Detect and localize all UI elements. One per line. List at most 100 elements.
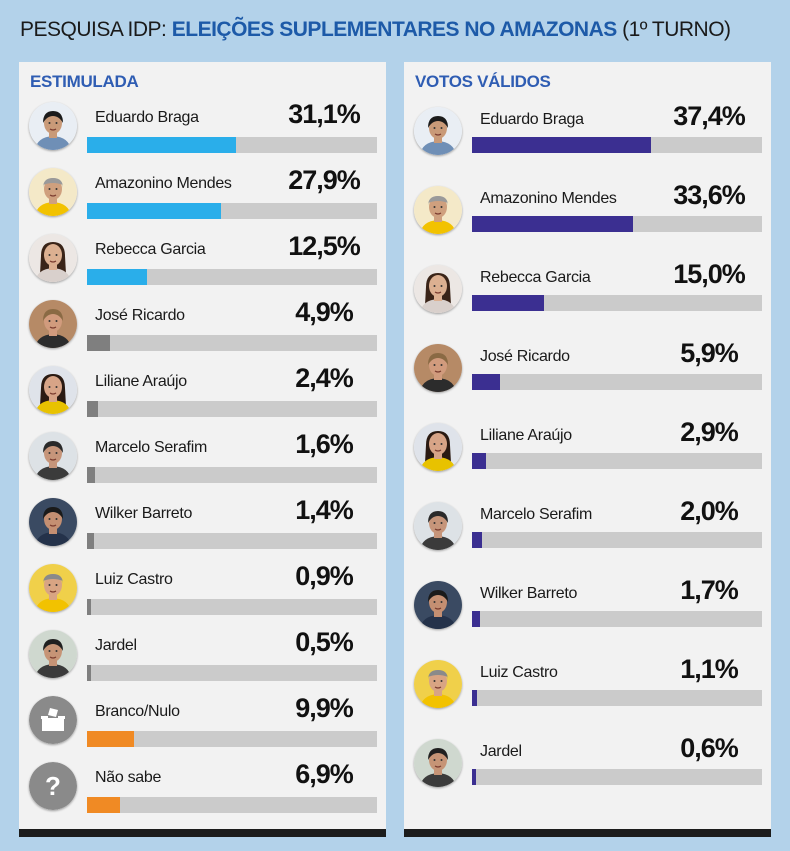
candidate-avatar-icon — [414, 265, 462, 313]
data-label: 1,7% — [680, 575, 739, 605]
bar — [87, 665, 91, 681]
bar — [472, 137, 651, 153]
data-label: 27,9% — [288, 165, 361, 195]
svg-text:?: ? — [45, 771, 61, 801]
bar-track — [87, 269, 377, 285]
bar — [472, 453, 486, 469]
candidate-name: Liliane Araújo — [480, 427, 572, 444]
bar — [87, 467, 95, 483]
title-prefix: PESQUISA IDP: — [20, 18, 172, 41]
candidate-avatar-icon — [29, 102, 77, 150]
bar-track — [87, 137, 377, 153]
bar-track — [472, 611, 762, 627]
candidate-avatar-icon — [29, 234, 77, 282]
bar — [87, 401, 99, 417]
candidate-name: Não sabe — [95, 769, 162, 786]
bar-track — [87, 335, 377, 351]
candidate-name: Liliane Araújo — [95, 373, 187, 390]
candidate-avatar-icon — [414, 581, 462, 629]
bar — [472, 374, 501, 390]
bar — [87, 137, 236, 153]
data-label: 2,0% — [680, 496, 739, 526]
candidate-avatar-icon — [29, 564, 77, 612]
title-suffix: (1º TURNO) — [616, 18, 731, 41]
data-label: 5,9% — [680, 338, 739, 368]
candidate-name: Luiz Castro — [95, 571, 173, 588]
data-label: 2,9% — [680, 417, 739, 447]
candidate-avatar-icon — [414, 186, 462, 234]
candidate-avatar-icon — [29, 168, 77, 216]
data-label: 9,9% — [295, 693, 354, 723]
data-label: 2,4% — [295, 363, 354, 393]
bar-track — [472, 769, 762, 785]
bar-track — [87, 665, 377, 681]
candidate-name: Amazonino Mendes — [480, 190, 617, 207]
data-label: 0,9% — [295, 561, 354, 591]
candidate-name: Wilker Barreto — [95, 505, 193, 522]
bar-track — [472, 295, 762, 311]
bar — [87, 335, 111, 351]
data-label: 1,6% — [295, 429, 354, 459]
data-label: 31,1% — [288, 99, 361, 129]
bar — [472, 769, 476, 785]
bar — [87, 731, 135, 747]
bar — [472, 532, 482, 548]
bar-track — [472, 216, 762, 232]
bar-track — [87, 401, 377, 417]
bar — [472, 611, 481, 627]
data-label: 37,4% — [673, 101, 746, 131]
bar-track — [472, 453, 762, 469]
bar — [87, 599, 92, 615]
candidate-name: Eduardo Braga — [480, 111, 584, 128]
data-label: 4,9% — [295, 297, 354, 327]
candidate-name: Luiz Castro — [480, 664, 558, 681]
candidate-avatar-icon — [29, 630, 77, 678]
data-label: 15,0% — [673, 259, 746, 289]
candidate-name: Jardel — [95, 637, 137, 654]
bar-track — [87, 203, 377, 219]
bar — [472, 216, 633, 232]
bar-track — [87, 533, 377, 549]
bar-track — [472, 690, 762, 706]
bar-track — [472, 137, 762, 153]
candidate-avatar-icon — [414, 344, 462, 392]
candidate-avatar-icon — [414, 660, 462, 708]
bar-track — [87, 467, 377, 483]
title-highlight: ELEIÇÕES SUPLEMENTARES NO AMAZONAS — [171, 18, 618, 41]
panel-title-votos-validos: VOTOS VÁLIDOS — [415, 72, 551, 91]
data-label: 0,6% — [680, 733, 739, 763]
ballot-box-icon — [29, 696, 77, 744]
candidate-name: Jardel — [480, 743, 522, 760]
data-label: 1,1% — [680, 654, 739, 684]
bar — [472, 690, 478, 706]
data-label: 6,9% — [295, 759, 354, 789]
bar — [87, 269, 147, 285]
panel-votos-validos: VOTOS VÁLIDOS Eduardo Braga 37,4% Amazonin… — [404, 62, 771, 837]
bar-track — [87, 599, 377, 615]
candidate-avatar-icon — [414, 107, 462, 155]
data-label: 12,5% — [288, 231, 361, 261]
bar — [472, 295, 544, 311]
candidate-name: Amazonino Mendes — [95, 175, 232, 192]
bar — [87, 203, 221, 219]
candidate-name: Branco/Nulo — [95, 703, 180, 720]
data-label: 0,5% — [295, 627, 354, 657]
bar — [87, 797, 121, 813]
bar-track — [472, 532, 762, 548]
data-label: 1,4% — [295, 495, 354, 525]
bar — [87, 533, 94, 549]
question-mark-icon: ? — [29, 762, 77, 810]
candidate-name: Marcelo Serafim — [95, 439, 207, 456]
bar-track — [87, 797, 377, 813]
page-title: PESQUISA IDP: ELEIÇÕES SUPLEMENTARES NO … — [20, 18, 731, 42]
candidate-name: José Ricardo — [95, 307, 185, 324]
candidate-name: Rebecca Garcia — [95, 241, 206, 258]
bar-track — [87, 731, 377, 747]
panel-estimulada: ESTIMULADA Eduardo Braga 31,1% Amazonino M… — [19, 62, 386, 837]
data-label: 33,6% — [673, 180, 746, 210]
candidate-avatar-icon — [29, 300, 77, 348]
candidate-name: José Ricardo — [480, 348, 570, 365]
candidate-name: Eduardo Braga — [95, 109, 199, 126]
candidate-name: Marcelo Serafim — [480, 506, 592, 523]
candidate-avatar-icon — [414, 423, 462, 471]
